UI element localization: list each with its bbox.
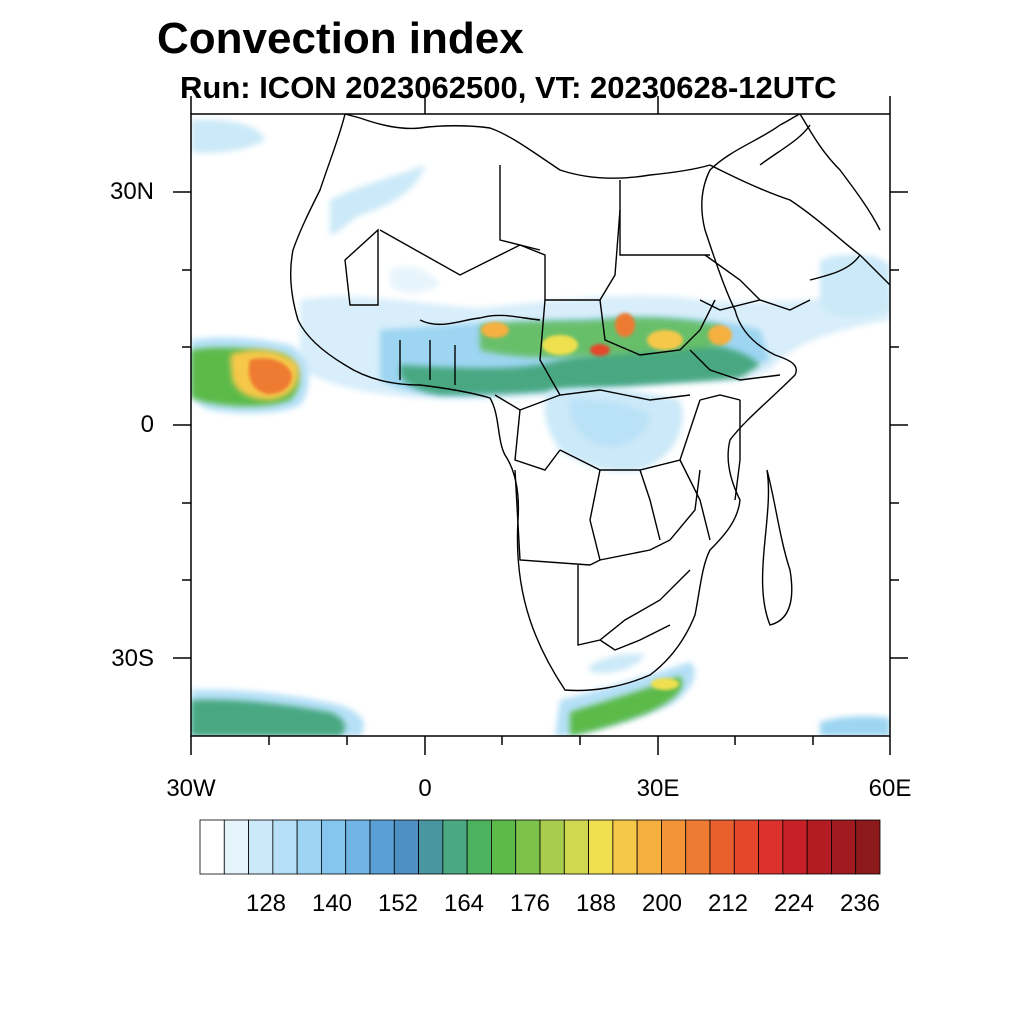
- colorbar: [199, 819, 881, 875]
- colorbar-swatch: [296, 819, 322, 875]
- colorbar-swatch: [345, 819, 371, 875]
- colorbar-swatch: [321, 819, 347, 875]
- colorbar-label: 188: [575, 890, 617, 917]
- colorbar-swatch: [709, 819, 735, 875]
- colorbar-swatch: [272, 819, 298, 875]
- colorbar-swatch: [563, 819, 589, 875]
- colorbar-label: 152: [377, 890, 419, 917]
- lat-label-30s: 30S: [111, 645, 154, 672]
- colorbar-swatch: [199, 819, 225, 875]
- colorbar-swatch: [418, 819, 444, 875]
- colorbar-label: 236: [839, 890, 881, 917]
- colorbar-label: 164: [443, 890, 485, 917]
- lat-label-30n: 30N: [109, 178, 154, 205]
- lon-label-0: 0: [418, 775, 432, 802]
- colorbar-swatch: [831, 819, 857, 875]
- colorbar-swatch: [588, 819, 614, 875]
- colorbar-swatch: [758, 819, 784, 875]
- colorbar-swatch: [223, 819, 249, 875]
- map-subtitle: Run: ICON 2023062500, VT: 20230628-12UTC: [180, 70, 837, 105]
- colorbar-swatch: [515, 819, 541, 875]
- colorbar-swatch: [539, 819, 565, 875]
- colorbar-label: 128: [245, 890, 287, 917]
- lat-label-0: 0: [140, 411, 154, 438]
- colorbar-label: 224: [773, 890, 815, 917]
- colorbar-swatch: [806, 819, 832, 875]
- map-title: Convection index: [157, 14, 524, 63]
- colorbar-label: 140: [311, 890, 353, 917]
- colorbar-swatch: [369, 819, 395, 875]
- convection-field: [191, 119, 890, 736]
- lon-label-60e: 60E: [868, 775, 912, 802]
- lon-label-30e: 30E: [636, 775, 680, 802]
- coastlines: [290, 114, 890, 692]
- colorbar-label: 200: [641, 890, 683, 917]
- colorbar-label: 212: [707, 890, 749, 917]
- colorbar-swatch: [393, 819, 419, 875]
- map-frame: [190, 113, 891, 737]
- colorbar-swatch: [685, 819, 711, 875]
- lon-label-30w: 30W: [166, 775, 216, 802]
- axis-ticks: [173, 96, 908, 755]
- colorbar-swatch: [782, 819, 808, 875]
- colorbar-swatch: [248, 819, 274, 875]
- colorbar-swatch: [466, 819, 492, 875]
- colorbar-label: 176: [509, 890, 551, 917]
- colorbar-swatch: [491, 819, 517, 875]
- colorbar-swatch: [612, 819, 638, 875]
- colorbar-swatch: [442, 819, 468, 875]
- colorbar-swatch: [636, 819, 662, 875]
- colorbar-swatch: [733, 819, 759, 875]
- colorbar-swatch: [661, 819, 687, 875]
- colorbar-swatch: [855, 819, 881, 875]
